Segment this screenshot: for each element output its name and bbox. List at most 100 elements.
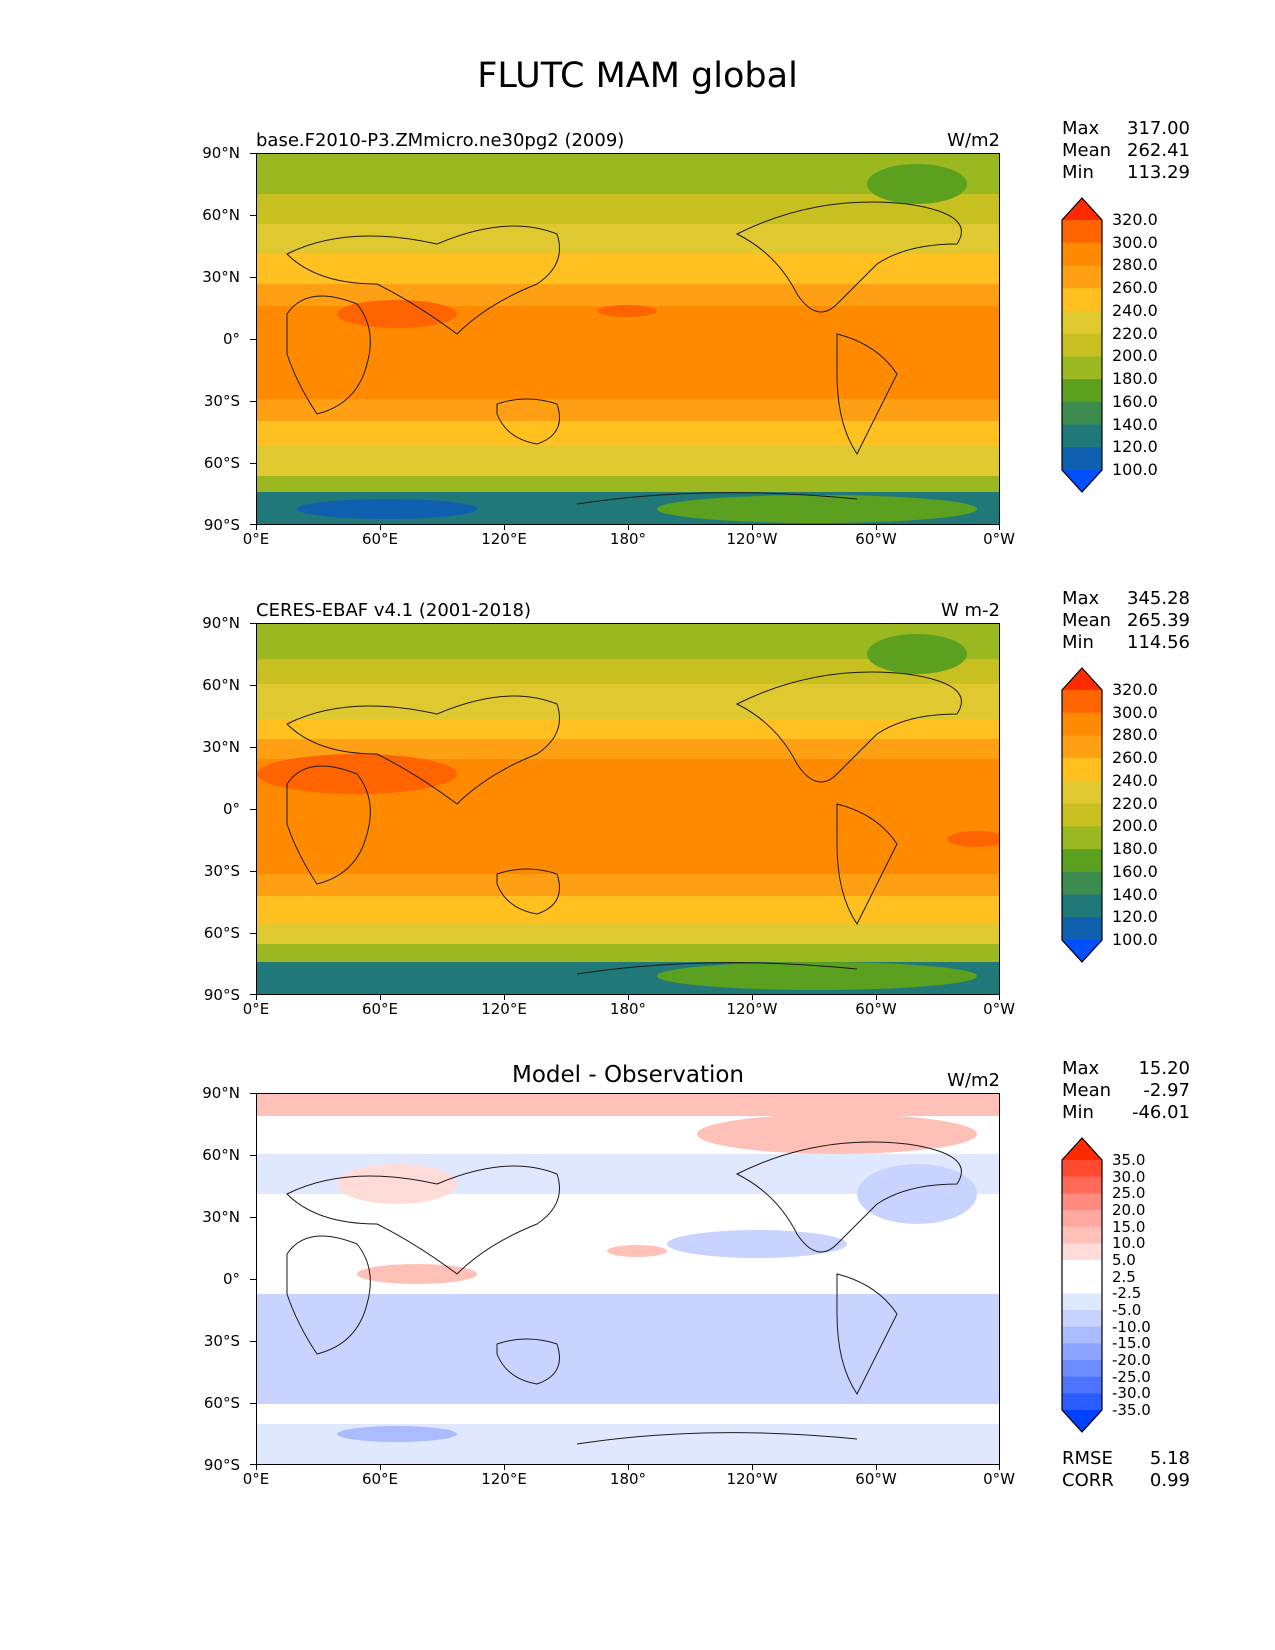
lat-label: 60°S bbox=[203, 454, 240, 472]
colorbar-tick-label: 320.0 bbox=[1112, 210, 1158, 229]
lon-label: 60°W bbox=[855, 1000, 897, 1018]
colorbar-tick-label: 35.0 bbox=[1112, 1151, 1146, 1169]
colorbar-tick-label: 10.0 bbox=[1112, 1234, 1146, 1253]
colorbar-segment bbox=[1062, 356, 1102, 380]
colorbar-tick-label: -25.0 bbox=[1112, 1367, 1151, 1386]
lon-label: 180° bbox=[609, 1470, 647, 1488]
colorbar-tick-label: 300.0 bbox=[1112, 232, 1158, 252]
colorbar-tick-label: -5.0 bbox=[1112, 1301, 1142, 1319]
lon-label: 120°W bbox=[726, 1000, 778, 1018]
colorbar-tick-label: 15.0 bbox=[1112, 1217, 1146, 1236]
colorbar-outline bbox=[1061, 1137, 1103, 1433]
colorbar-tick-label: -35.0 bbox=[1112, 1401, 1151, 1419]
colorbar-tick-label: -20.0 bbox=[1112, 1351, 1151, 1369]
colorbar-tick-label: 2.5 bbox=[1112, 1267, 1136, 1286]
colorbar-tick-label: 120.0 bbox=[1112, 437, 1158, 457]
figure-title: FLUTC MAM global bbox=[477, 56, 798, 96]
lat-label: 60°N bbox=[202, 1146, 240, 1164]
colorbar-svg bbox=[1061, 1137, 1103, 1433]
colorbar-tick-label: 280.0 bbox=[1112, 725, 1158, 745]
field-map bbox=[257, 1094, 999, 1464]
lat-label: 30°S bbox=[203, 862, 240, 880]
coastlines bbox=[286, 671, 962, 975]
panel-units: W m-2 bbox=[940, 600, 1000, 621]
colorbar-tick-label: 220.0 bbox=[1112, 323, 1158, 343]
stat-value: 15.20 bbox=[1138, 1058, 1190, 1079]
colorbar-tick-label: 140.0 bbox=[1112, 414, 1158, 434]
colorbar bbox=[1060, 196, 1104, 498]
colorbar-segment bbox=[1062, 1226, 1102, 1244]
colorbar-tick-label: 320.0 bbox=[1112, 680, 1158, 699]
colorbar-segment bbox=[1062, 1293, 1102, 1311]
lon-label: 120°W bbox=[726, 1470, 778, 1488]
lon-label: 60°E bbox=[361, 1000, 399, 1018]
lon-label: 180° bbox=[609, 530, 647, 548]
lon-label: 120°W bbox=[726, 530, 778, 548]
colorbar-segment bbox=[1062, 242, 1102, 266]
field-map bbox=[257, 624, 999, 994]
colorbar-segment bbox=[1062, 1276, 1102, 1294]
colorbar-max-arrow bbox=[1062, 668, 1102, 690]
colorbar-segment bbox=[1062, 1393, 1102, 1411]
map-area bbox=[256, 153, 1000, 525]
colorbar-tick-label: 160.0 bbox=[1112, 861, 1158, 881]
stat-value: 317.00 bbox=[1127, 118, 1190, 139]
lat-label: 30°S bbox=[203, 392, 240, 410]
colorbar-segment bbox=[1062, 690, 1102, 714]
stat-value: 345.28 bbox=[1127, 588, 1190, 609]
stat-value: 5.18 bbox=[1149, 1448, 1190, 1469]
lon-label: 60°W bbox=[855, 530, 897, 548]
lon-label: 60°W bbox=[855, 1470, 897, 1488]
colorbar-tick-label: 200.0 bbox=[1112, 346, 1158, 366]
stat-label: Max bbox=[1062, 588, 1100, 609]
colorbar-tick-label: 260.0 bbox=[1112, 278, 1158, 298]
map-area bbox=[256, 1093, 1000, 1465]
stat-label: CORR bbox=[1062, 1470, 1114, 1491]
stat-label: Min bbox=[1062, 162, 1094, 183]
colorbar-segment bbox=[1062, 1310, 1102, 1328]
colorbar-segment bbox=[1062, 894, 1102, 918]
colorbar-segment bbox=[1062, 1193, 1102, 1211]
colorbar-tick-label: 200.0 bbox=[1112, 816, 1158, 836]
colorbar-tick-label: 140.0 bbox=[1112, 884, 1158, 904]
lon-label: 0°W bbox=[983, 1470, 1015, 1488]
colorbar-segment bbox=[1062, 1376, 1102, 1394]
lat-label: 90°S bbox=[203, 516, 240, 534]
lon-label: 60°E bbox=[361, 530, 399, 548]
panel-observation: CERES-EBAF v4.1 (2001-2018) W m-2 bbox=[0, 588, 1275, 1028]
colorbar-segment bbox=[1062, 379, 1102, 403]
lat-label: 0° bbox=[222, 330, 240, 348]
colorbar-tick-label: 180.0 bbox=[1112, 369, 1158, 389]
stat-value: 265.39 bbox=[1127, 610, 1190, 631]
colorbar-max-arrow bbox=[1062, 1138, 1102, 1160]
colorbar-segment bbox=[1062, 1243, 1102, 1261]
colorbar-segment bbox=[1062, 310, 1102, 335]
colorbar-tick-label: 220.0 bbox=[1112, 793, 1158, 813]
colorbar-tick-label: -2.5 bbox=[1112, 1284, 1142, 1303]
stat-label: Mean bbox=[1062, 610, 1112, 631]
lat-label: 60°N bbox=[202, 676, 240, 694]
stat-value: 0.99 bbox=[1149, 1470, 1190, 1491]
colorbar-outline bbox=[1061, 197, 1103, 493]
panel-title: CERES-EBAF v4.1 (2001-2018) bbox=[256, 600, 532, 621]
lon-label: 0°E bbox=[242, 1470, 270, 1488]
stat-value: -2.97 bbox=[1143, 1080, 1190, 1101]
colorbar-segment bbox=[1062, 288, 1102, 312]
stats-box: Max 15.20 Mean -2.97 Min -46.01 bbox=[1062, 1058, 1190, 1124]
lat-label: 0° bbox=[222, 1270, 240, 1288]
colorbar-tick-label: 30.0 bbox=[1112, 1167, 1146, 1186]
lon-label: 120°E bbox=[481, 530, 527, 548]
colorbar-segment bbox=[1062, 1360, 1102, 1378]
colorbar-min-arrow bbox=[1062, 940, 1102, 962]
lon-label: 0°W bbox=[983, 1000, 1015, 1018]
colorbar-segment bbox=[1062, 871, 1102, 896]
lat-label: 90°N bbox=[202, 144, 240, 162]
panel-model: base.F2010-P3.ZMmicro.ne30pg2 (2009) W/m… bbox=[0, 118, 1275, 558]
stat-label: Min bbox=[1062, 1102, 1094, 1123]
colorbar-segment bbox=[1062, 1210, 1102, 1228]
colorbar-segment bbox=[1062, 1160, 1102, 1178]
stat-label: Max bbox=[1062, 1058, 1100, 1079]
colorbar-tick-label: 160.0 bbox=[1112, 391, 1158, 411]
colorbar bbox=[1060, 1136, 1104, 1438]
colorbar-segment bbox=[1062, 712, 1102, 736]
